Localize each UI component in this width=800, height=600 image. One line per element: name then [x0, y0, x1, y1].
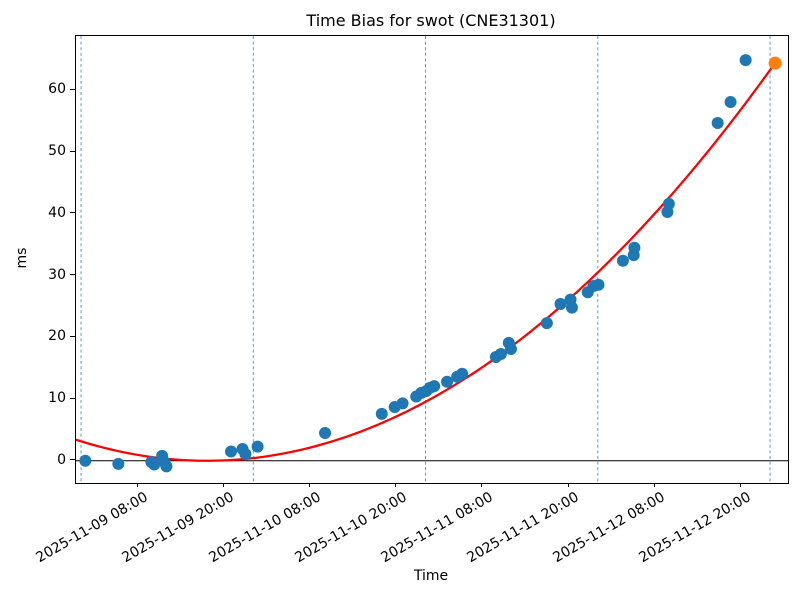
plot-canvas — [76, 36, 788, 483]
data-point — [319, 426, 332, 439]
x-tick-mark — [223, 483, 225, 487]
data-point — [616, 254, 629, 267]
y-tick-label: 60 — [48, 81, 66, 98]
data-point — [239, 447, 252, 460]
y-tick-mark — [70, 88, 75, 90]
x-tick-mark — [309, 483, 311, 487]
data-point — [565, 301, 578, 314]
data-point — [441, 375, 454, 388]
plot-area — [75, 35, 789, 484]
data-point — [396, 397, 409, 410]
data-point — [739, 54, 752, 67]
y-tick-label: 50 — [48, 143, 66, 160]
x-tick-mark — [395, 483, 397, 487]
y-tick-mark — [70, 459, 75, 461]
y-tick-label: 20 — [48, 328, 66, 345]
x-tick-mark — [653, 483, 655, 487]
fit-curve — [76, 61, 777, 462]
data-point — [79, 454, 92, 467]
data-point — [628, 241, 641, 254]
data-point — [554, 297, 567, 310]
y-tick-label: 30 — [48, 266, 66, 283]
data-point — [148, 458, 161, 471]
y-tick-label: 10 — [48, 390, 66, 407]
x-tick-mark — [136, 483, 138, 487]
y-tick-mark — [70, 397, 75, 399]
data-point — [504, 343, 517, 356]
data-point — [428, 380, 441, 393]
x-tick-mark — [567, 483, 569, 487]
y-tick-mark — [70, 150, 75, 152]
data-point — [494, 347, 507, 360]
x-axis-label: Time — [413, 568, 449, 584]
data-point — [375, 407, 388, 420]
x-tick-mark — [481, 483, 483, 487]
y-axis-label: ms — [14, 247, 30, 269]
data-point — [540, 317, 553, 330]
y-tick-label: 40 — [48, 204, 66, 221]
data-point — [160, 460, 173, 473]
data-point — [662, 197, 675, 210]
x-tick-mark — [739, 483, 741, 487]
data-point — [456, 367, 469, 380]
y-tick-mark — [70, 335, 75, 337]
data-point — [225, 445, 238, 458]
y-tick-label: 0 — [57, 451, 66, 468]
chart-title: Time Bias for swot (CNE31301) — [306, 11, 556, 30]
y-tick-mark — [70, 212, 75, 214]
data-point — [711, 117, 724, 130]
data-point — [251, 440, 264, 453]
latest-point — [768, 56, 782, 70]
data-point — [592, 278, 605, 291]
y-tick-mark — [70, 274, 75, 276]
data-point — [724, 96, 737, 109]
data-point — [112, 457, 125, 470]
